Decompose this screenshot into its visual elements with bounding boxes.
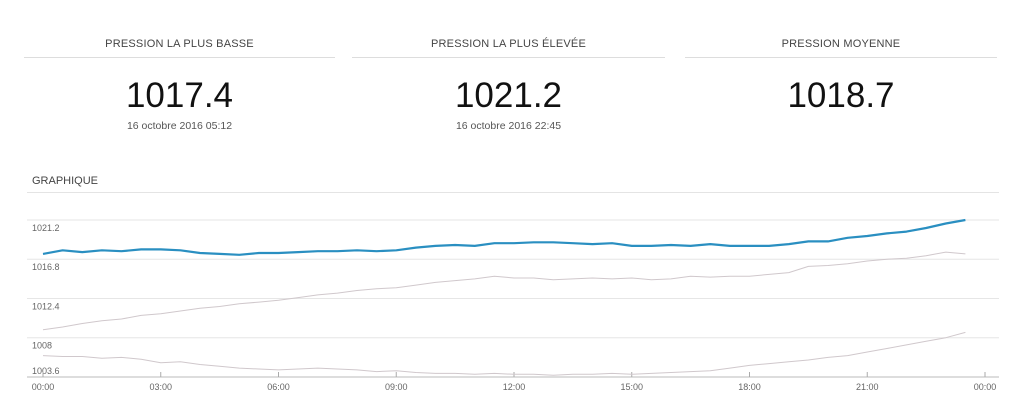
pressure-chart: 1003.6 1008 1012.4 1016.8 1021.2 00:00 03:00 06…	[27, 218, 999, 392]
stat-value: 1021.2	[454, 76, 563, 115]
x-tick-label: 18:00	[738, 382, 761, 392]
stat-label: PRESSION MOYENNE	[781, 38, 901, 50]
divider	[352, 57, 665, 58]
stat-average-pressure: PRESSION MOYENNE 1018.7	[685, 38, 997, 120]
stat-highest-pressure: PRESSION LA PLUS ÉLEVÉE 1021.2 16 octobr…	[352, 38, 665, 132]
x-tick-label: 06:00	[267, 382, 290, 392]
y-tick-label: 1012.4	[32, 301, 60, 311]
x-tick-label: 00:00	[32, 382, 55, 392]
section-divider	[27, 192, 999, 193]
stat-label: PRESSION LA PLUS BASSE	[105, 38, 254, 50]
stat-date: 16 octobre 2016 05:12	[126, 120, 233, 132]
stat-lowest-pressure: PRESSION LA PLUS BASSE 1017.4 16 octobre…	[24, 38, 335, 132]
x-tick-label: 09:00	[385, 382, 408, 392]
x-tick-label: 21:00	[856, 382, 879, 392]
x-tick-label: 00:00	[974, 382, 997, 392]
y-tick-label: 1003.6	[32, 366, 60, 376]
x-tick-label: 12:00	[503, 382, 526, 392]
y-tick-label: 1008	[32, 341, 52, 351]
divider	[24, 57, 335, 58]
stat-value: 1017.4	[125, 76, 234, 115]
y-tick-label: 1016.8	[32, 262, 60, 272]
stat-label: PRESSION LA PLUS ÉLEVÉE	[430, 38, 586, 50]
series-line-today	[42, 218, 966, 256]
divider	[685, 57, 997, 58]
section-title: GRAPHIQUE	[32, 175, 99, 187]
x-tick-label: 03:00	[149, 382, 172, 392]
stat-date: 16 octobre 2016 22:45	[455, 120, 562, 132]
series-line-lower-history	[42, 331, 966, 376]
x-tick-label: 15:00	[620, 382, 643, 392]
stat-value: 1018.7	[787, 76, 895, 115]
series-line-upper-history	[42, 251, 966, 331]
y-tick-label: 1021.2	[32, 223, 60, 233]
